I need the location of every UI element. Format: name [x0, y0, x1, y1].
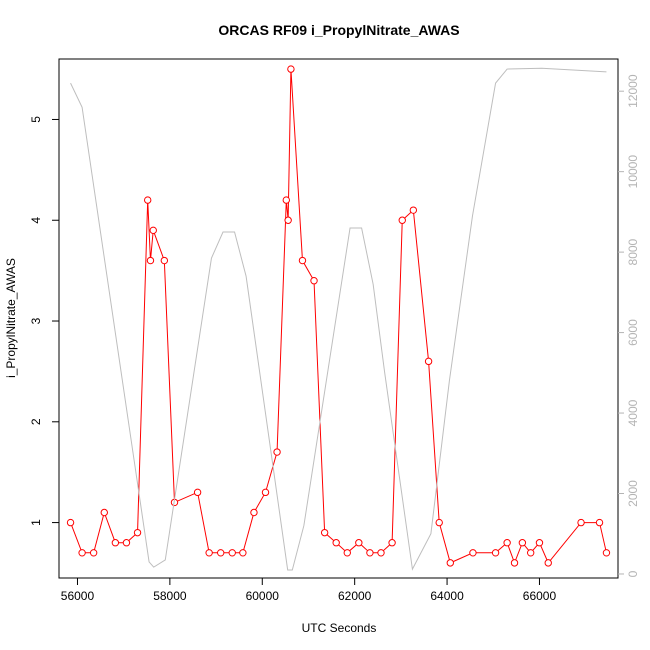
series-0-point-15 [228, 549, 236, 557]
series-0-point-42 [526, 549, 535, 557]
plot-area [66, 65, 611, 571]
x-tick-label-3: 62000 [338, 589, 372, 603]
series-0-point-30 [377, 549, 385, 557]
series-0-point-20 [282, 196, 290, 204]
series-0-point-46 [595, 518, 604, 527]
series-0-point-14 [216, 549, 225, 557]
y-tick-label-0: 1 [29, 519, 43, 526]
series-0-point-18 [261, 488, 270, 497]
series-0-point-36 [446, 559, 454, 567]
series-0-point-39 [503, 539, 511, 547]
y2-tick-label-1: 2000 [626, 480, 640, 507]
series-0-point-24 [310, 277, 318, 285]
y2-tick-label-5: 10000 [626, 155, 640, 189]
series-0-point-4 [111, 539, 120, 547]
plot-frame [58, 58, 619, 579]
x-tick-label-1: 58000 [153, 589, 187, 603]
series-0-point-27 [343, 549, 351, 557]
y-tick-label-4: 5 [29, 116, 43, 123]
series-0-point-25 [320, 528, 329, 537]
series-0-point-22 [287, 65, 295, 73]
y-tick-label-3: 4 [29, 217, 43, 224]
series-0-point-13 [205, 549, 213, 557]
series-0-point-37 [469, 549, 477, 557]
x-tick-label-2: 60000 [246, 589, 280, 603]
series-0-point-47 [602, 549, 611, 557]
series-0-point-28 [355, 539, 363, 547]
series-0-point-2 [89, 549, 98, 557]
y2-tick-label-0: 0 [626, 570, 640, 577]
y-tick-label-2: 3 [29, 317, 43, 324]
series-0-point-45 [577, 518, 585, 527]
series-0-point-44 [544, 559, 552, 567]
series-0-point-10 [160, 256, 169, 265]
x-tick-label-5: 66000 [523, 589, 557, 603]
x-tick-label-4: 64000 [430, 589, 464, 603]
y2-tick-label-4: 8000 [626, 238, 640, 265]
series-0-point-7 [144, 196, 152, 204]
y-axis-label: i_PropylNitrate_AWAS [4, 258, 18, 378]
y2-tick-label-3: 6000 [626, 319, 640, 346]
series-0-point-41 [518, 539, 527, 547]
series-0-point-34 [424, 357, 433, 366]
series-1-line [70, 67, 607, 571]
y2-tick-label-6: 12000 [626, 74, 640, 108]
series-0-point-0 [66, 518, 75, 527]
series-0-point-6 [133, 528, 142, 537]
series-0-point-23 [298, 256, 307, 265]
series-0-point-17 [250, 508, 258, 517]
series-0-point-26 [332, 539, 340, 547]
series-0-point-32 [398, 216, 406, 224]
series-0-point-8 [146, 256, 155, 265]
series-0-point-9 [149, 226, 157, 235]
x-tick-label-0: 56000 [61, 589, 95, 603]
y2-tick-label-2: 4000 [626, 399, 640, 426]
series-0-point-12 [193, 488, 202, 497]
y-tick-label-1: 2 [29, 418, 43, 425]
series-0-point-16 [239, 549, 247, 557]
series-0-point-21 [284, 216, 292, 224]
series-0-point-1 [78, 549, 86, 557]
series-0-point-38 [491, 549, 500, 557]
series-0-point-40 [510, 559, 519, 567]
series-0-point-31 [388, 539, 396, 547]
series-0-point-19 [273, 448, 281, 456]
x-axis-label: UTC Seconds [302, 621, 377, 635]
series-0-point-3 [100, 508, 108, 517]
series-0-point-43 [535, 539, 544, 547]
series-0-point-29 [366, 549, 374, 557]
series-0-point-33 [409, 206, 418, 214]
chart-title: ORCAS RF09 i_PropylNitrate_AWAS [218, 22, 459, 38]
series-0-point-5 [122, 539, 131, 547]
series-0-point-35 [435, 518, 443, 527]
